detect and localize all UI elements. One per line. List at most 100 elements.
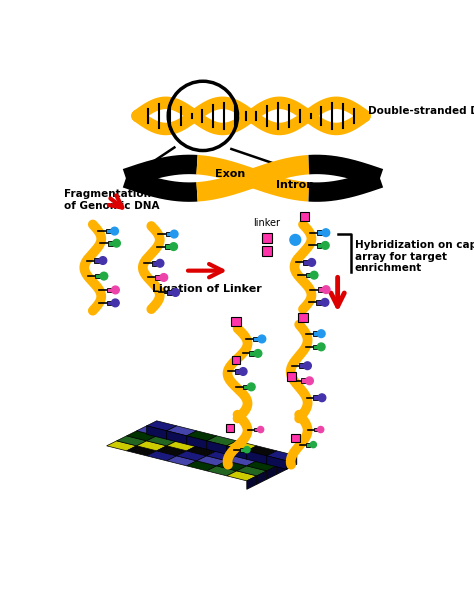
Polygon shape [237, 451, 267, 461]
Polygon shape [146, 426, 167, 439]
Circle shape [170, 230, 178, 238]
FancyBboxPatch shape [243, 385, 247, 389]
FancyBboxPatch shape [317, 243, 321, 248]
Text: Fragmentation
of Genomic DNA: Fragmentation of Genomic DNA [64, 189, 160, 211]
FancyBboxPatch shape [291, 434, 300, 442]
Circle shape [306, 377, 313, 385]
Polygon shape [157, 431, 187, 441]
Circle shape [111, 227, 118, 235]
Polygon shape [287, 456, 297, 469]
FancyBboxPatch shape [313, 344, 317, 349]
FancyBboxPatch shape [303, 260, 308, 265]
Polygon shape [227, 441, 257, 451]
Circle shape [111, 286, 119, 294]
Text: Double-stranded DNA: Double-stranded DNA [368, 106, 474, 115]
Polygon shape [146, 451, 177, 461]
Polygon shape [187, 436, 207, 449]
Circle shape [321, 299, 329, 306]
Polygon shape [187, 431, 217, 441]
FancyBboxPatch shape [108, 241, 113, 245]
Circle shape [156, 259, 164, 267]
Polygon shape [267, 466, 277, 479]
Circle shape [170, 243, 177, 250]
Text: Intron: Intron [276, 180, 314, 190]
Circle shape [318, 427, 324, 433]
Circle shape [111, 299, 119, 307]
Polygon shape [137, 426, 167, 436]
Polygon shape [187, 461, 217, 471]
Polygon shape [127, 431, 157, 441]
FancyBboxPatch shape [317, 300, 321, 305]
Polygon shape [247, 446, 277, 456]
FancyBboxPatch shape [300, 212, 309, 221]
Circle shape [160, 274, 168, 281]
Polygon shape [207, 436, 237, 446]
Polygon shape [197, 441, 227, 451]
FancyBboxPatch shape [106, 229, 111, 233]
FancyBboxPatch shape [107, 301, 111, 305]
FancyBboxPatch shape [262, 245, 272, 256]
Text: Exon: Exon [215, 169, 245, 179]
Circle shape [310, 442, 317, 448]
Polygon shape [247, 451, 267, 464]
FancyBboxPatch shape [166, 232, 170, 236]
FancyBboxPatch shape [318, 230, 322, 235]
Polygon shape [207, 451, 237, 461]
Text: Ligation of Linker: Ligation of Linker [152, 284, 262, 294]
FancyBboxPatch shape [240, 448, 244, 452]
Polygon shape [167, 441, 197, 451]
Text: Hybridization on capture
array for target
enrichment: Hybridization on capture array for targe… [355, 240, 474, 274]
Polygon shape [227, 446, 247, 460]
Polygon shape [257, 471, 267, 484]
Polygon shape [187, 446, 217, 456]
Polygon shape [146, 421, 177, 431]
Circle shape [254, 350, 262, 357]
Polygon shape [227, 456, 257, 466]
Polygon shape [146, 436, 177, 446]
FancyBboxPatch shape [299, 364, 304, 368]
Text: linker: linker [253, 218, 280, 227]
Circle shape [239, 368, 247, 376]
Circle shape [308, 259, 316, 266]
FancyBboxPatch shape [226, 424, 234, 432]
FancyBboxPatch shape [318, 287, 322, 292]
Circle shape [172, 289, 179, 296]
FancyBboxPatch shape [314, 428, 318, 431]
Polygon shape [107, 441, 137, 451]
FancyBboxPatch shape [306, 273, 310, 277]
Circle shape [304, 362, 311, 370]
FancyBboxPatch shape [235, 369, 239, 374]
Polygon shape [127, 446, 157, 456]
Polygon shape [267, 456, 287, 469]
Polygon shape [177, 451, 207, 461]
Circle shape [322, 286, 330, 293]
FancyBboxPatch shape [298, 313, 308, 322]
FancyBboxPatch shape [107, 287, 111, 292]
Circle shape [318, 394, 326, 401]
Polygon shape [117, 436, 146, 446]
Circle shape [257, 427, 264, 433]
FancyBboxPatch shape [232, 356, 240, 364]
Polygon shape [197, 456, 227, 466]
Polygon shape [247, 461, 277, 471]
FancyBboxPatch shape [301, 379, 306, 383]
Circle shape [113, 239, 120, 247]
Polygon shape [217, 446, 247, 456]
FancyBboxPatch shape [167, 290, 172, 295]
Circle shape [318, 330, 325, 338]
Polygon shape [167, 426, 197, 436]
FancyBboxPatch shape [287, 372, 296, 380]
FancyBboxPatch shape [313, 395, 318, 400]
FancyBboxPatch shape [313, 331, 318, 336]
Polygon shape [227, 471, 257, 481]
Polygon shape [247, 476, 257, 490]
Polygon shape [157, 446, 187, 456]
Circle shape [317, 343, 325, 351]
Circle shape [247, 383, 255, 391]
Circle shape [321, 242, 329, 249]
FancyBboxPatch shape [306, 443, 310, 446]
Polygon shape [207, 466, 237, 476]
FancyBboxPatch shape [231, 317, 241, 326]
Polygon shape [137, 441, 167, 451]
FancyBboxPatch shape [254, 337, 258, 341]
